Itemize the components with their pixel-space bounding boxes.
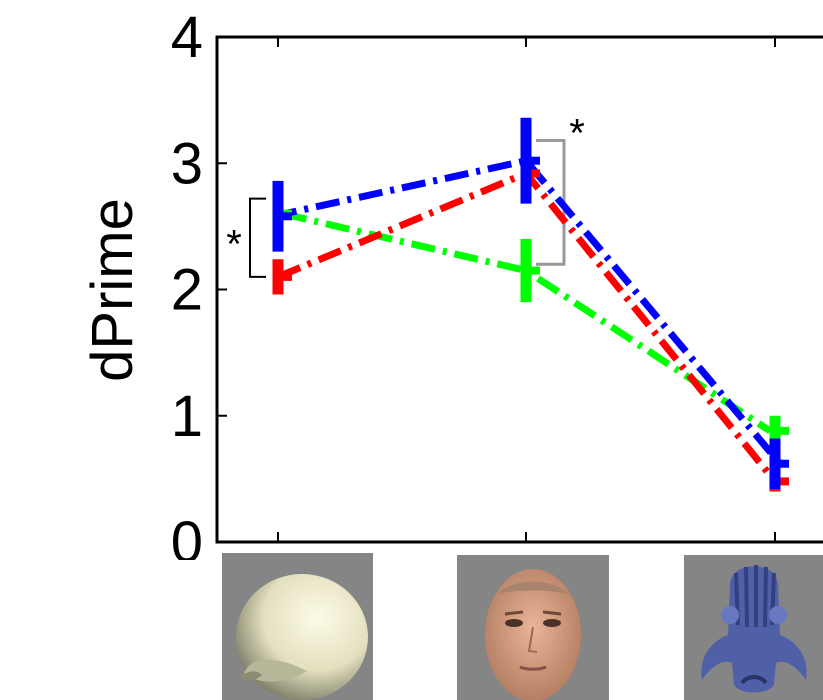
y-tick-label: 4 bbox=[171, 5, 203, 70]
plot-frame bbox=[215, 35, 823, 544]
y-tick-labels: 0 1 2 3 4 bbox=[171, 5, 203, 560]
significance-brackets: ** bbox=[226, 112, 585, 278]
face-stimulus-image bbox=[457, 555, 609, 700]
significance-bracket bbox=[249, 197, 266, 278]
significance-star: * bbox=[569, 112, 585, 156]
face-icon bbox=[485, 569, 581, 700]
creature-stimulus-image bbox=[684, 555, 823, 700]
y-tick-label: 1 bbox=[171, 384, 203, 449]
y-axis-label: dPrime bbox=[80, 198, 145, 382]
y-tick-label: 3 bbox=[171, 131, 203, 196]
series-line bbox=[276, 169, 778, 484]
axes-box bbox=[215, 35, 823, 544]
significance-star: * bbox=[226, 223, 242, 267]
shell-icon bbox=[236, 574, 368, 700]
series-lines bbox=[272, 156, 783, 484]
y-tick-label: 2 bbox=[171, 258, 203, 323]
shell-stimulus-image bbox=[222, 553, 373, 700]
y-tick-label: 0 bbox=[171, 510, 203, 560]
series-line bbox=[272, 156, 783, 466]
error-bars bbox=[272, 117, 789, 492]
creature-icon bbox=[701, 565, 807, 693]
